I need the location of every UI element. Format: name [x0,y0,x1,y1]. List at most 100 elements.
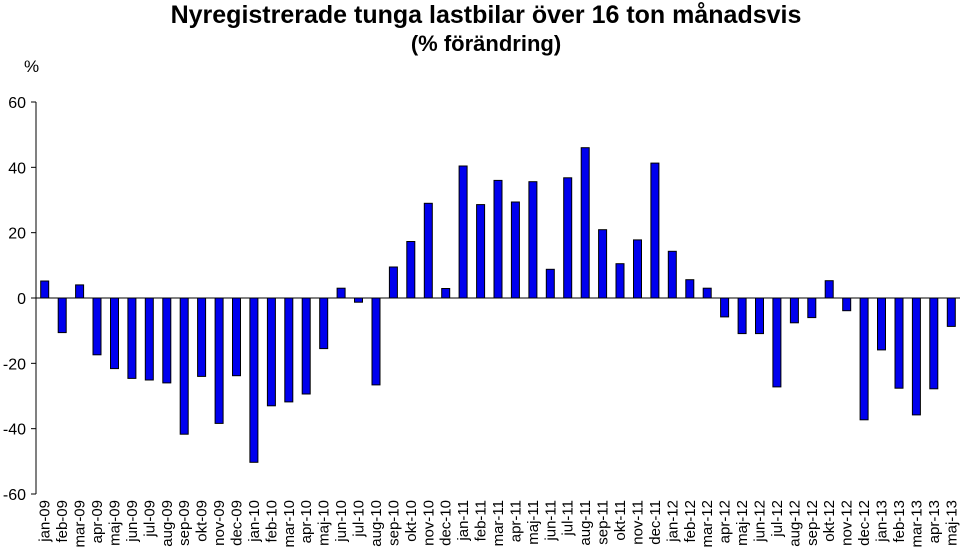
bar-sep-12 [807,297,817,319]
x-tick-label-jan-09: jan-09 [37,500,54,543]
bar-jan-11 [458,165,468,299]
x-tick-label-aug-09: aug-09 [159,500,176,547]
x-axis-tick-labels: jan-09 feb-09 mar-09 apr-09 maj-09 jun-09 jul-… [37,500,960,548]
x-tick-label-maj-10: maj-10 [316,500,333,546]
bar-jun-11 [545,268,555,299]
bar-okt-11 [615,263,625,299]
bar-aug-10 [371,297,381,386]
bar-dec-11 [650,162,660,299]
x-tick-label-apr-11: apr-11 [507,500,524,542]
bar-mar-10 [284,297,294,403]
x-tick-label-mar-12: mar-12 [699,500,716,548]
x-tick-label-jul-12: jul-12 [769,500,786,538]
bar-apr-11 [510,201,520,299]
x-tick-label-jun-09: jun-09 [124,500,141,543]
y-tick-label: 60 [8,95,26,112]
x-tick-label-apr-13: apr-13 [926,500,943,543]
bar-nov-11 [633,239,642,299]
x-tick-label-nov-10: nov-10 [420,500,437,546]
x-tick-label-mar-10: mar-10 [281,500,298,548]
chart-subtitle: (% förändring) [410,31,562,56]
bar-jun-10 [336,287,346,299]
bar-feb-11 [476,204,486,299]
x-tick-label-sep-09: sep-09 [176,500,193,546]
x-tick-label-dec-12: dec-12 [856,500,873,546]
bar-jun-09 [127,297,137,379]
x-tick-label-apr-12: apr-12 [717,500,734,543]
x-tick-label-maj-09: maj-09 [107,500,124,546]
bar-aug-12 [789,297,799,324]
bar-sep-11 [598,229,608,299]
bar-jun-12 [755,297,764,335]
bar-jan-12 [667,250,677,299]
x-tick-label-aug-12: aug-12 [786,500,803,547]
bar-dec-10 [441,288,451,299]
x-tick-label-jun-10: jun-10 [333,500,350,543]
bar-jan-13 [877,297,886,351]
bar-feb-09 [57,297,67,334]
bar-apr-10 [301,297,311,395]
bar-mar-13 [911,297,921,416]
x-tick-label-okt-09: okt-09 [194,500,211,542]
bar-nov-10 [423,202,433,299]
bar-okt-10 [406,241,416,299]
bar-feb-12 [685,279,695,299]
bar-jan-09 [40,280,50,299]
x-tick-label-dec-10: dec-10 [438,500,455,546]
bar-feb-13 [894,297,904,389]
x-tick-label-okt-12: okt-12 [821,500,838,542]
bar-jul-11 [563,177,573,299]
bar-maj-10 [319,297,329,350]
x-tick-label-feb-12: feb-12 [682,500,699,543]
x-tick-label-mar-13: mar-13 [908,500,925,548]
bar-maj-13 [946,297,956,327]
y-axis-unit-label: % [24,57,40,76]
bar-aug-11 [580,147,590,299]
bar-nov-12 [842,297,852,312]
x-tick-label-jul-11: jul-11 [560,500,577,537]
x-tick-label-maj-13: maj-13 [943,500,960,546]
y-tick-label: -20 [3,356,26,373]
bar-jul-12 [772,297,782,388]
bar-series [40,147,956,463]
x-tick-label-feb-10: feb-10 [263,500,280,543]
axes [35,102,960,494]
bar-sep-10 [388,266,398,299]
y-axis-ticks: 60 40 20 0 -20 -40 -60 [3,95,36,504]
y-tick-label: -60 [3,487,26,504]
x-tick-label-nov-11: nov-11 [630,500,647,545]
bar-dec-09 [232,297,241,377]
bar-maj-09 [110,297,119,370]
bar-maj-11 [528,181,538,299]
x-tick-label-maj-12: maj-12 [734,500,751,546]
x-tick-label-nov-09: nov-09 [211,500,228,546]
x-tick-label-jul-09: jul-09 [141,500,158,538]
x-tick-label-jul-10: jul-10 [351,500,368,538]
bar-apr-12 [720,297,730,318]
y-tick-label: -40 [3,422,26,439]
y-tick-label: 0 [17,291,26,308]
x-tick-label-jun-12: jun-12 [752,500,769,543]
x-tick-label-mar-09: mar-09 [72,500,89,548]
bar-mar-09 [75,284,85,299]
bar-maj-12 [737,297,747,335]
x-tick-label-sep-10: sep-10 [385,500,402,546]
bar-dec-12 [859,297,869,421]
x-tick-label-jun-11: jun-11 [542,500,559,542]
x-tick-label-okt-11: okt-11 [612,500,629,541]
bar-apr-13 [929,297,939,390]
x-tick-label-feb-09: feb-09 [54,500,71,543]
chart-title: Nyregistrerade tunga lastbilar över 16 t… [170,1,802,29]
x-tick-label-jan-12: jan-12 [664,500,681,543]
x-tick-label-feb-11: feb-11 [473,500,490,541]
bar-mar-12 [702,287,712,299]
x-tick-label-jan-13: jan-13 [874,500,891,543]
x-tick-label-apr-10: apr-10 [298,500,315,543]
bar-jul-10 [354,297,363,303]
x-tick-label-feb-13: feb-13 [891,500,908,543]
x-tick-label-aug-11: aug-11 [577,500,594,546]
x-tick-label-nov-12: nov-12 [839,500,856,546]
bar-mar-11 [493,179,503,299]
bar-apr-09 [92,297,102,356]
